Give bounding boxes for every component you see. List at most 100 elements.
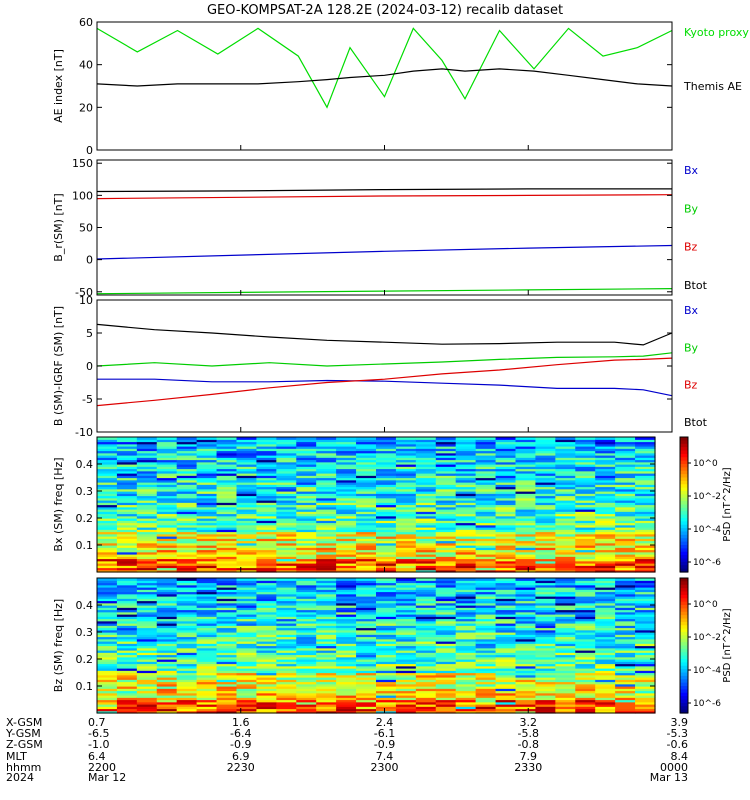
heatmap-cell	[276, 663, 297, 667]
heatmap-cell	[495, 542, 517, 546]
heatmap-cell	[356, 647, 377, 651]
heatmap-cell	[415, 547, 437, 551]
heatmap-cell	[316, 524, 337, 528]
heatmap-cell	[116, 479, 138, 483]
heatmap-cell	[495, 623, 517, 626]
heatmap-cell	[435, 518, 457, 521]
heatmap-cell	[296, 607, 317, 611]
heatmap-cell	[256, 591, 277, 595]
heatmap-cell	[376, 706, 397, 710]
heatmap-cell	[236, 629, 258, 633]
heatmap-cell	[236, 636, 258, 640]
heatmap-cell	[216, 609, 238, 613]
heatmap-cell	[435, 677, 457, 680]
heatmap-cell	[356, 620, 377, 624]
legend-label: Kyoto proxy AE	[684, 26, 750, 39]
heatmap-cell	[136, 545, 158, 548]
heatmap-cell	[176, 536, 198, 539]
heatmap-cell	[415, 600, 437, 604]
heatmap-cell	[97, 509, 118, 512]
heatmap-cell	[535, 457, 556, 461]
heatmap-cell	[336, 602, 357, 606]
heatmap-cell	[236, 448, 258, 452]
heatmap-cell	[196, 502, 218, 506]
heatmap-cell	[435, 558, 457, 562]
heatmap-cell	[256, 654, 277, 658]
heatmap-cell	[276, 609, 297, 613]
heatmap-cell	[356, 704, 377, 707]
heatmap-cell	[256, 598, 277, 602]
heatmap-cell	[535, 468, 556, 472]
heatmap-cell	[395, 538, 417, 542]
heatmap-cell	[316, 618, 337, 622]
heatmap-cell	[136, 547, 158, 551]
heatmap-cell	[176, 625, 198, 629]
heatmap-cell	[356, 556, 377, 560]
heatmap-cell	[256, 468, 277, 472]
heatmap-cell	[356, 527, 377, 530]
ephemeris-value: -6.5	[88, 727, 109, 740]
heatmap-cell	[376, 455, 397, 458]
heatmap-cell	[535, 446, 556, 449]
heatmap-cell	[395, 531, 417, 535]
heatmap-cell	[97, 692, 118, 696]
heatmap-cell	[316, 580, 337, 584]
heatmap-cell	[97, 643, 118, 647]
heatmap-cell	[435, 674, 457, 678]
colorbar-segment	[680, 521, 688, 526]
heatmap-cell	[435, 591, 457, 595]
heatmap-cell	[635, 538, 656, 542]
heatmap-cell	[116, 663, 138, 667]
heatmap-cell	[296, 437, 317, 440]
heatmap-cell	[256, 547, 277, 551]
heatmap-cell	[475, 540, 497, 544]
heatmap-cell	[256, 486, 277, 490]
heatmap-cell	[236, 584, 258, 588]
heatmap-cell	[296, 504, 317, 508]
heatmap-cell	[495, 459, 517, 463]
heatmap-cell	[535, 683, 556, 687]
heatmap-cell	[116, 668, 138, 671]
heatmap-cell	[196, 515, 218, 519]
heatmap-cell	[296, 643, 317, 647]
heatmap-cell	[415, 457, 437, 461]
heatmap-cell	[555, 439, 576, 443]
heatmap-cell	[535, 636, 556, 640]
heatmap-cell	[136, 484, 158, 488]
colorbar-segment	[680, 568, 688, 573]
heatmap-cell	[276, 611, 297, 615]
heatmap-cell	[316, 665, 337, 669]
heatmap-cell	[116, 513, 138, 517]
heatmap-cell	[316, 677, 337, 680]
heatmap-cell	[535, 656, 556, 660]
heatmap-cell	[535, 524, 556, 528]
heatmap-cell	[615, 690, 636, 694]
heatmap-cell	[555, 509, 576, 512]
heatmap-cell	[415, 491, 437, 494]
heatmap-cell	[336, 679, 357, 683]
heatmap-cell	[256, 448, 277, 452]
heatmap-cell	[595, 641, 616, 644]
heatmap-cell	[256, 607, 277, 611]
heatmap-cell	[495, 659, 517, 662]
heatmap-cell	[276, 670, 297, 674]
heatmap-cell	[515, 650, 537, 653]
heatmap-cell	[535, 670, 556, 674]
heatmap-cell	[395, 623, 417, 626]
heatmap-cell	[236, 701, 258, 705]
heatmap-cell	[296, 567, 317, 571]
heatmap-cell	[156, 620, 178, 624]
heatmap-cell	[455, 459, 477, 463]
heatmap-cell	[555, 475, 576, 479]
heatmap-cell	[256, 706, 277, 710]
heatmap-cell	[376, 614, 397, 617]
heatmap-cell	[435, 450, 457, 454]
heatmap-cell	[395, 506, 417, 510]
heatmap-cell	[97, 533, 118, 537]
heatmap-cell	[136, 495, 158, 499]
heatmap-cell	[136, 620, 158, 624]
heatmap-cell	[455, 493, 477, 497]
heatmap-cell	[296, 488, 317, 492]
heatmap-cell	[156, 542, 178, 546]
heatmap-cell	[136, 706, 158, 710]
